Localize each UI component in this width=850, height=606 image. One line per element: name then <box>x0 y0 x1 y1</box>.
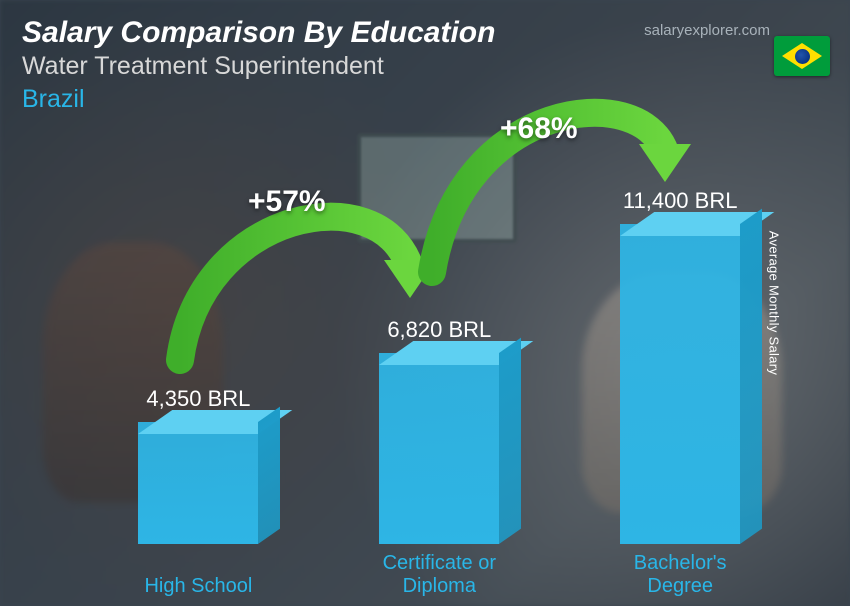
bar-x-label: High School <box>144 575 252 598</box>
bar <box>379 353 499 544</box>
chart-subtitle: Water Treatment Superintendent <box>22 52 828 81</box>
flag-circle <box>795 49 810 64</box>
bar <box>138 422 258 544</box>
bar <box>620 224 740 544</box>
bar-side-face <box>258 407 280 544</box>
bar-value-label: 4,350 BRL <box>146 386 250 412</box>
bar-x-label: Bachelor'sDegree <box>634 552 727 598</box>
chart-country: Brazil <box>22 85 828 114</box>
bar-slot: 11,400 BRLBachelor'sDegree <box>600 188 760 544</box>
bar-slot: 4,350 BRLHigh School <box>118 386 278 544</box>
bar-x-label: Certificate orDiploma <box>383 552 496 598</box>
percent-increase-label: +57% <box>248 185 326 219</box>
bar-chart: 4,350 BRLHigh School 6,820 BRLCertificate… <box>60 170 790 544</box>
source-label: salaryexplorer.com <box>644 22 770 39</box>
bar-value-label: 6,820 BRL <box>387 317 491 343</box>
bar-value-label: 11,400 BRL <box>623 188 738 214</box>
bar-slot: 6,820 BRLCertificate orDiploma <box>359 317 519 544</box>
country-flag-icon <box>774 36 830 76</box>
bar-side-face <box>740 209 762 544</box>
percent-increase-label: +68% <box>500 112 578 146</box>
bar-side-face <box>499 338 521 544</box>
flag-diamond <box>782 43 822 69</box>
